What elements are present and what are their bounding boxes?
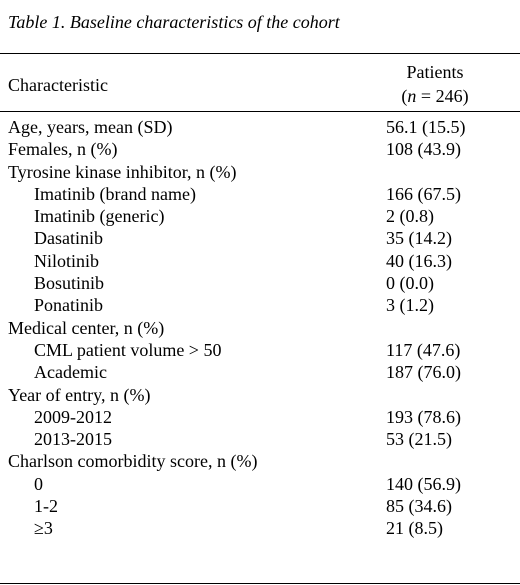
table-row-group: Charlson comorbidity score, n (%) bbox=[0, 450, 520, 472]
table-row: 2013-2015 53 (21.5) bbox=[0, 428, 520, 450]
table-row: Nilotinib 40 (16.3) bbox=[0, 250, 520, 272]
table-row: 2009-2012 193 (78.6) bbox=[0, 406, 520, 428]
column-header-patients-count: (n = 246) bbox=[385, 86, 485, 107]
row-group-label: Year of entry, n (%) bbox=[8, 384, 151, 405]
table-row: Females, n (%) 108 (43.9) bbox=[0, 138, 520, 160]
row-label: Ponatinib bbox=[34, 295, 104, 316]
table-row: Dasatinib 35 (14.2) bbox=[0, 227, 520, 249]
table-row: Imatinib (generic) 2 (0.8) bbox=[0, 205, 520, 227]
column-header-patients: Patients bbox=[406, 62, 464, 82]
table-row: Bosutinib 0 (0.0) bbox=[0, 272, 520, 294]
paren-open: ( bbox=[401, 86, 408, 106]
table-header-rule bbox=[0, 111, 520, 112]
table-body: Age, years, mean (SD) 56.1 (15.5) Females… bbox=[0, 116, 520, 540]
row-group-label: Tyrosine kinase inhibitor, n (%) bbox=[8, 161, 237, 182]
row-label: Imatinib (brand name) bbox=[34, 183, 196, 204]
row-label: ≥3 bbox=[34, 518, 53, 539]
row-value: 193 (78.6) bbox=[386, 406, 461, 427]
table-row-group: Medical center, n (%) bbox=[0, 317, 520, 339]
row-value: 0 (0.0) bbox=[386, 273, 434, 294]
table-row-group: Year of entry, n (%) bbox=[0, 384, 520, 406]
row-label: CML patient volume > 50 bbox=[34, 339, 222, 360]
row-value: 2 (0.8) bbox=[386, 206, 434, 227]
row-value: 140 (56.9) bbox=[386, 473, 461, 494]
row-label: 2013-2015 bbox=[34, 429, 112, 450]
row-value: 35 (14.2) bbox=[386, 228, 452, 249]
table-row: 1-2 85 (34.6) bbox=[0, 495, 520, 517]
n-symbol: n bbox=[407, 86, 417, 106]
row-group-label: Medical center, n (%) bbox=[8, 317, 165, 338]
row-label: 1-2 bbox=[34, 496, 58, 517]
table-row-group: Tyrosine kinase inhibitor, n (%) bbox=[0, 161, 520, 183]
row-value: 117 (47.6) bbox=[386, 339, 461, 360]
row-value: 3 (1.2) bbox=[386, 295, 434, 316]
row-value: 108 (43.9) bbox=[386, 139, 461, 160]
row-value: 85 (34.6) bbox=[386, 496, 452, 517]
table-row: ≥3 21 (8.5) bbox=[0, 517, 520, 539]
row-value: 21 (8.5) bbox=[386, 518, 443, 539]
patients-total: = 246) bbox=[416, 86, 469, 106]
row-group-label: Charlson comorbidity score, n (%) bbox=[8, 451, 258, 472]
table-row: CML patient volume > 50 117 (47.6) bbox=[0, 339, 520, 361]
table-bottom-rule bbox=[0, 583, 520, 584]
row-value: 53 (21.5) bbox=[386, 429, 452, 450]
row-label: 2009-2012 bbox=[34, 406, 112, 427]
row-label: Dasatinib bbox=[34, 228, 103, 249]
row-value: 40 (16.3) bbox=[386, 250, 452, 271]
table-row: Age, years, mean (SD) 56.1 (15.5) bbox=[0, 116, 520, 138]
table-top-rule bbox=[0, 53, 520, 54]
row-value: 166 (67.5) bbox=[386, 183, 461, 204]
table-row: Academic 187 (76.0) bbox=[0, 361, 520, 383]
row-label: Bosutinib bbox=[34, 273, 105, 294]
row-label: Imatinib (generic) bbox=[34, 206, 165, 227]
row-label: 0 bbox=[34, 473, 43, 494]
column-header-characteristic: Characteristic bbox=[8, 75, 108, 95]
row-label: Age, years, mean (SD) bbox=[8, 117, 173, 137]
row-value: 187 (76.0) bbox=[386, 362, 461, 383]
row-label: Females, n (%) bbox=[8, 139, 118, 160]
table-caption: Table 1. Baseline characteristics of the… bbox=[8, 12, 340, 32]
row-label: Academic bbox=[34, 362, 107, 383]
table-row: 0 140 (56.9) bbox=[0, 473, 520, 495]
table-row: Imatinib (brand name) 166 (67.5) bbox=[0, 183, 520, 205]
table-row: Ponatinib 3 (1.2) bbox=[0, 294, 520, 316]
row-value: 56.1 (15.5) bbox=[386, 117, 466, 137]
row-label: Nilotinib bbox=[34, 250, 100, 271]
